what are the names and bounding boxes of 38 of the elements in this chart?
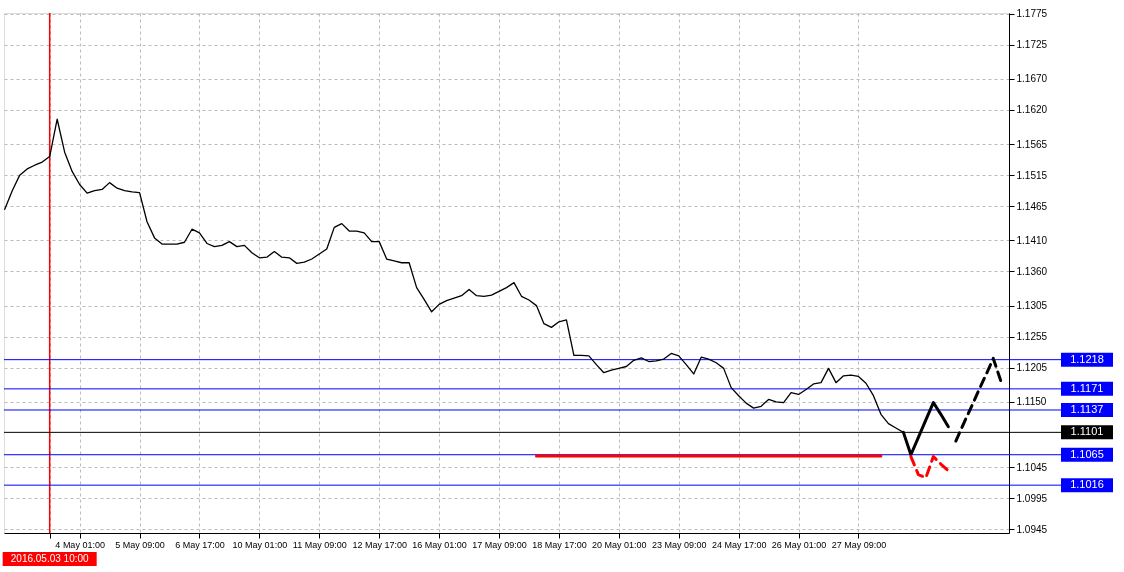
- x-tick-label: 23 May 09:00: [651, 539, 707, 550]
- ref-line-label: 1.1137: [1070, 402, 1104, 415]
- y-tick-label: 1.1045: [1016, 461, 1048, 473]
- ref-line-label: 1.1218: [1070, 352, 1104, 365]
- x-tick-label: 4 May 01:00: [55, 539, 105, 550]
- x-tick-label: 20 May 01:00: [592, 539, 647, 550]
- y-tick-label: 1.1565: [1016, 138, 1048, 150]
- y-tick-label: 1.1150: [1016, 396, 1047, 408]
- y-tick-label: 1.1205: [1016, 362, 1048, 374]
- x-tick-label: 6 May 17:00: [175, 539, 225, 550]
- y-tick-label: 1.1465: [1016, 200, 1048, 212]
- x-tick-label: 10 May 01:00: [232, 539, 288, 550]
- y-tick-label: 1.1725: [1016, 39, 1048, 51]
- ref-line-label: 1.1171: [1070, 381, 1104, 394]
- y-tick-label: 1.0995: [1016, 492, 1048, 504]
- x-tick-label: 26 May 01:00: [771, 539, 827, 550]
- y-tick-label: 1.1620: [1016, 104, 1048, 116]
- y-tick-label: 1.1670: [1016, 73, 1048, 85]
- x-tick-label: 24 May 17:00: [711, 539, 767, 550]
- ref-line-label: 1.1101: [1070, 425, 1104, 438]
- ref-line-label: 1.1065: [1070, 447, 1104, 460]
- y-tick-label: 1.1515: [1016, 169, 1048, 181]
- x-tick-label: 16 May 01:00: [412, 539, 467, 550]
- y-tick-label: 1.1360: [1016, 265, 1048, 277]
- y-tick-label: 1.0945: [1016, 523, 1048, 535]
- y-tick-label: 1.1305: [1016, 300, 1048, 312]
- x-tick-label: 5 May 09:00: [115, 539, 165, 550]
- ref-line-label: 1.1016: [1070, 478, 1104, 491]
- x-tick-label: 2016.05.03 10:00: [10, 553, 90, 564]
- y-tick-label: 1.1255: [1016, 331, 1048, 343]
- x-tick-label: 18 May 17:00: [532, 539, 587, 550]
- x-tick-label: 11 May 09:00: [292, 539, 347, 550]
- y-tick-label: 1.1775: [1016, 8, 1048, 20]
- x-tick-label: 27 May 09:00: [831, 539, 887, 550]
- x-tick-label: 17 May 09:00: [472, 539, 527, 550]
- y-tick-label: 1.1410: [1016, 234, 1048, 246]
- line-series: [909, 455, 950, 480]
- x-tick-label: 12 May 17:00: [352, 539, 407, 550]
